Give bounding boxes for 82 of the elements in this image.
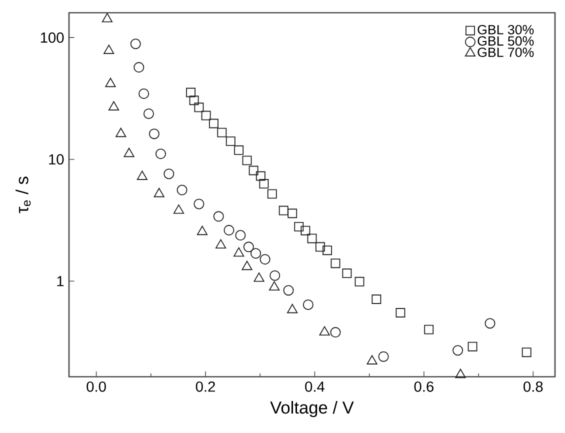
point (226, 136, 236, 146)
point (201, 110, 211, 120)
point (424, 324, 434, 334)
point (250, 248, 262, 259)
point (138, 88, 150, 99)
point (196, 226, 208, 236)
x-tick-label: 0.2 (196, 381, 215, 392)
point (522, 348, 532, 358)
point (235, 230, 246, 241)
legend-label: GBL 30% (478, 24, 534, 34)
point (186, 88, 196, 98)
y-tick-label: 10 (49, 154, 64, 165)
point (455, 368, 466, 378)
y-axis-title: τ$_{e}$ / s (16, 176, 31, 214)
point (194, 102, 204, 112)
point (130, 38, 141, 50)
point (173, 204, 184, 214)
point (217, 128, 227, 138)
point (267, 189, 277, 199)
point (319, 326, 330, 336)
point (260, 254, 270, 265)
point (256, 171, 266, 181)
point (315, 242, 325, 252)
point (322, 246, 332, 256)
point (287, 304, 298, 314)
point (154, 188, 164, 198)
point (330, 327, 341, 338)
point (242, 156, 252, 166)
y-tick-label: 1 (57, 276, 64, 286)
point (243, 242, 254, 252)
point (189, 96, 199, 106)
point (330, 258, 340, 268)
x-tick-label: 0.0 (86, 381, 106, 392)
point (234, 247, 244, 257)
y-tick-label: 100 (40, 32, 64, 43)
x-axis-title: Voltage / V (270, 400, 354, 418)
point (136, 170, 148, 180)
point (194, 198, 204, 210)
legend-label: GBL 50% (478, 36, 534, 46)
point (164, 168, 174, 180)
x-tick-label: 0.6 (414, 381, 434, 392)
point (213, 211, 224, 222)
point (102, 12, 113, 22)
point (259, 179, 269, 189)
point (278, 206, 288, 216)
point (294, 222, 304, 232)
point (105, 78, 116, 88)
point (283, 285, 294, 296)
point (300, 226, 310, 236)
point (215, 239, 226, 249)
point (242, 260, 252, 270)
point (484, 318, 496, 329)
x-tick-label: 0.4 (305, 381, 324, 392)
point (155, 148, 166, 160)
point (468, 342, 478, 352)
point (108, 101, 120, 110)
point (234, 145, 244, 155)
point (269, 281, 280, 291)
point (116, 128, 126, 138)
legend-label: GBL 70% (478, 48, 534, 57)
point (378, 351, 389, 362)
point (148, 128, 160, 140)
point (254, 272, 264, 282)
point (302, 299, 314, 310)
point (134, 62, 144, 73)
point (143, 108, 154, 119)
point (248, 166, 258, 176)
point (176, 184, 188, 196)
point (124, 148, 134, 158)
point (372, 294, 382, 304)
point (452, 345, 464, 356)
point (104, 44, 114, 54)
x-tick-label: 0.8 (524, 381, 543, 392)
point (354, 276, 364, 286)
point (342, 268, 352, 278)
point (208, 118, 218, 128)
point (307, 234, 317, 244)
point (224, 224, 234, 236)
point (270, 270, 280, 281)
point (366, 355, 378, 364)
point (396, 308, 406, 318)
point (288, 208, 298, 218)
